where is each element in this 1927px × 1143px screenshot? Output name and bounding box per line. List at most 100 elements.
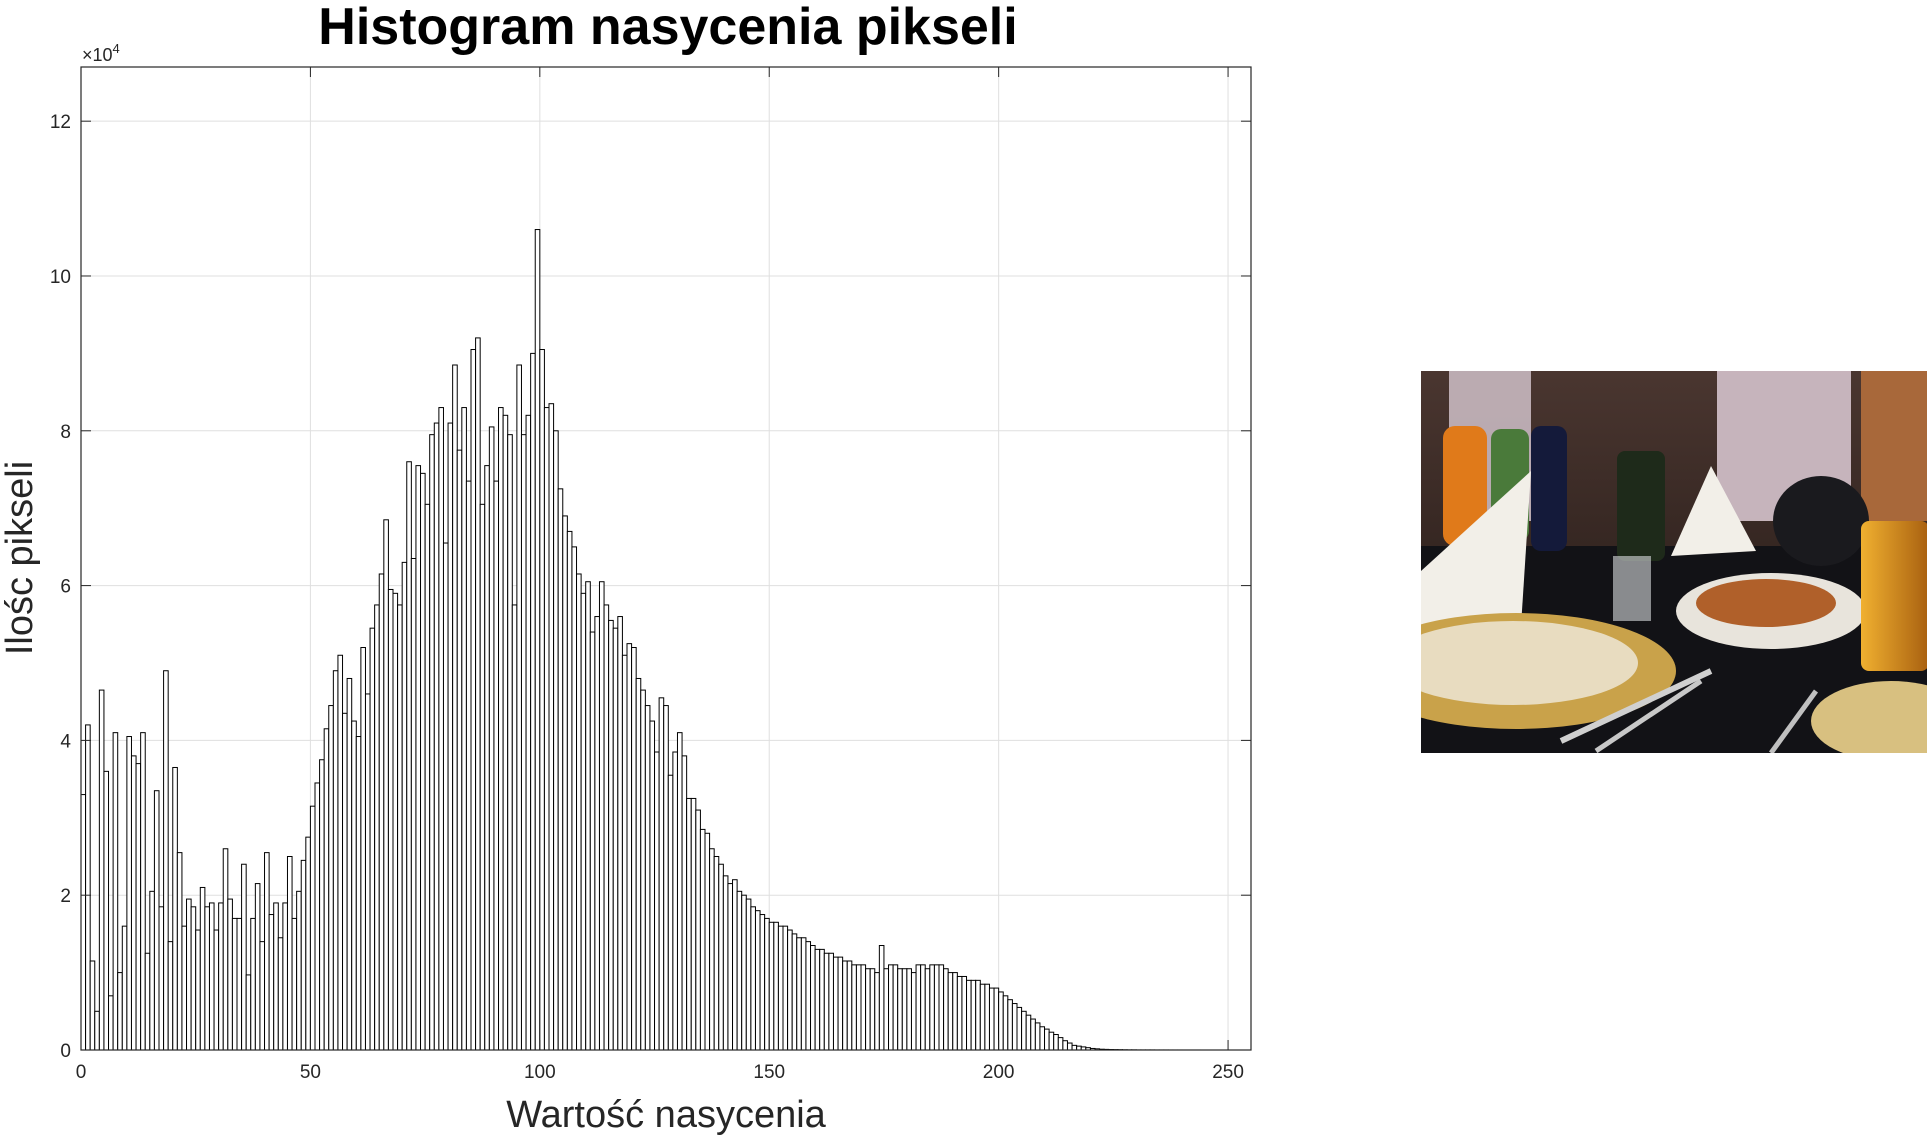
- histogram-bar: [364, 693, 371, 1051]
- histogram-bar: [282, 902, 288, 1051]
- fried-food: [1696, 579, 1836, 627]
- histogram-bar: [195, 929, 201, 1051]
- histogram-bar: [608, 619, 614, 1051]
- histogram-bar: [259, 941, 266, 1051]
- histogram-bar: [910, 972, 917, 1051]
- y-tick-label: 2: [60, 886, 71, 907]
- histogram-bar: [920, 964, 926, 1051]
- histogram-bar: [199, 886, 206, 1051]
- histogram-bar: [539, 349, 545, 1051]
- histogram-bar: [378, 573, 385, 1051]
- histogram-bar: [832, 956, 839, 1051]
- histogram-bar: [557, 488, 564, 1051]
- y-exponent-label: ×104: [82, 41, 120, 65]
- histogram-bar: [186, 898, 192, 1051]
- histogram-bar: [631, 647, 637, 1051]
- histogram-bar: [718, 863, 724, 1051]
- histogram-bar: [456, 449, 463, 1051]
- histogram-bar: [525, 414, 532, 1051]
- napkin-left: [1421, 471, 1531, 651]
- histogram-bar: [300, 859, 307, 1051]
- histogram-bar: [791, 933, 798, 1051]
- histogram-bar: [1034, 1022, 1041, 1051]
- histogram-bar: [768, 921, 775, 1051]
- histogram-bar: [947, 972, 954, 1051]
- histogram-bar: [89, 960, 96, 1051]
- histogram-bar: [924, 968, 931, 1051]
- histogram-bar: [1011, 1003, 1018, 1051]
- histogram-bar: [126, 736, 132, 1051]
- histogram-bar: [915, 964, 922, 1051]
- histogram-bar: [800, 937, 807, 1051]
- histogram-bar: [938, 964, 945, 1051]
- histogram-bar: [1044, 1028, 1050, 1051]
- histogram-bar: [158, 906, 165, 1051]
- histogram-bar: [750, 906, 756, 1051]
- histogram-bar: [759, 914, 766, 1051]
- histogram-bar: [277, 937, 284, 1051]
- histogram-bar: [777, 925, 784, 1051]
- histogram-bar: [1016, 1006, 1023, 1051]
- histogram-bar: [966, 979, 972, 1051]
- wood-wall-right: [1861, 371, 1927, 521]
- histogram-bar: [993, 987, 1000, 1051]
- napkin-center: [1671, 466, 1756, 556]
- histogram-bar: [328, 705, 334, 1051]
- y-axis-label: Ilośc pikseli: [0, 461, 41, 655]
- histogram-bar: [906, 968, 912, 1051]
- x-tick-label: 100: [524, 1062, 556, 1083]
- histogram-bar: [172, 766, 178, 1051]
- histogram-bar: [112, 732, 119, 1051]
- cutlery-spoon: [1594, 678, 1703, 753]
- histogram-bar: [846, 960, 853, 1051]
- histogram-bar: [218, 902, 224, 1051]
- histogram-bar: [745, 898, 752, 1051]
- histogram-bar: [167, 941, 174, 1051]
- histogram-bar: [286, 855, 293, 1051]
- histogram-bar: [254, 883, 261, 1051]
- histogram-bar: [420, 472, 426, 1051]
- histogram-bar: [874, 972, 880, 1051]
- y-tick-label: 6: [60, 577, 71, 598]
- histogram-bar: [475, 337, 481, 1051]
- histogram-bar: [429, 434, 435, 1051]
- histogram-bar: [640, 689, 646, 1051]
- histogram-bar: [438, 407, 444, 1051]
- histogram-bar: [1039, 1026, 1046, 1051]
- histogram-bar: [676, 732, 683, 1051]
- histogram-bar: [722, 875, 729, 1051]
- y-tick-label: 4: [60, 731, 71, 752]
- histogram-bar: [823, 952, 830, 1051]
- histogram-bar: [103, 770, 110, 1051]
- axis-ticks: [80, 67, 1251, 1051]
- histogram-bar: [190, 906, 197, 1051]
- histogram-bar: [222, 848, 229, 1051]
- histogram-bar: [231, 917, 238, 1051]
- histogram-bar: [479, 503, 486, 1051]
- cutlery-fork: [1768, 689, 1819, 753]
- photo-illustration: [1421, 371, 1927, 753]
- histogram-bar: [576, 573, 582, 1051]
- histogram-bars: [80, 229, 1202, 1051]
- histogram-bar: [988, 987, 995, 1051]
- histogram-bar: [241, 863, 247, 1051]
- histogram-bar: [484, 465, 490, 1051]
- histogram-bar: [236, 917, 243, 1051]
- y-tick-label: 8: [60, 422, 71, 443]
- histogram-bar: [621, 654, 628, 1051]
- histogram-bar: [493, 480, 500, 1051]
- histogram-bar: [704, 832, 711, 1051]
- x-axis-label: Wartość nasycenia: [506, 1094, 826, 1136]
- histogram-bar: [979, 983, 986, 1051]
- histogram-bar: [888, 964, 894, 1051]
- histogram-bar: [961, 975, 968, 1051]
- histogram-bar: [507, 434, 513, 1051]
- histogram-bar: [268, 914, 275, 1051]
- histogram-bar: [686, 797, 692, 1051]
- histogram-bar: [1021, 1010, 1027, 1051]
- histogram-bar: [842, 960, 848, 1051]
- histogram-bar: [342, 712, 348, 1051]
- histogram-bar: [264, 852, 270, 1051]
- histogram-bar: [699, 828, 706, 1051]
- histogram-bar: [851, 964, 857, 1051]
